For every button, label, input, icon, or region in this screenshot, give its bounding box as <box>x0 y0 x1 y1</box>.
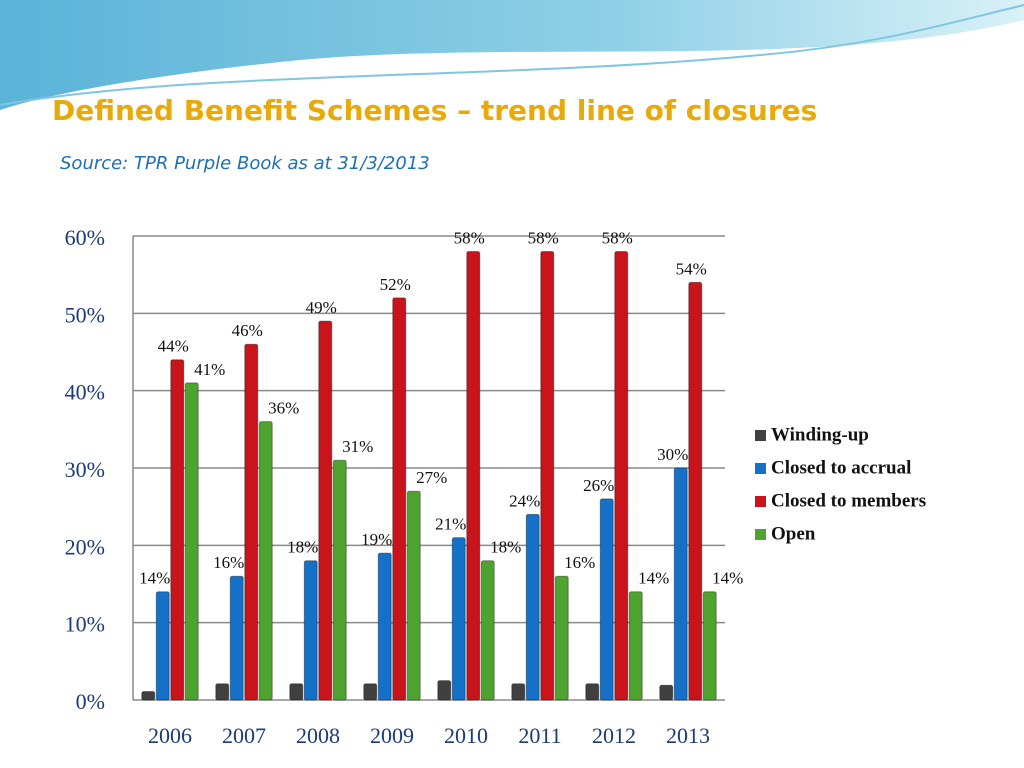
data-label: 46% <box>232 321 263 340</box>
y-tick-label: 10% <box>65 612 105 637</box>
data-label: 19% <box>361 530 392 549</box>
x-tick-label: 2010 <box>444 723 488 748</box>
bar <box>141 690 156 701</box>
bar <box>170 359 185 701</box>
bar <box>702 591 717 701</box>
legend-swatch <box>755 430 766 441</box>
bar <box>377 552 392 701</box>
data-label: 58% <box>454 228 485 247</box>
data-label: 14% <box>139 569 170 588</box>
bar <box>406 490 421 701</box>
data-label: 21% <box>435 515 466 534</box>
y-tick-label: 40% <box>65 380 105 405</box>
bar <box>628 591 643 701</box>
bar <box>659 684 674 701</box>
legend-swatch <box>755 463 766 474</box>
x-tick-label: 2012 <box>592 723 636 748</box>
chart-title: Defined Benefit Schemes – trend line of … <box>52 94 817 127</box>
x-tick-label: 2006 <box>148 723 192 748</box>
data-label: 54% <box>676 259 707 278</box>
bar <box>540 250 555 701</box>
bar <box>688 281 703 701</box>
bar <box>525 513 540 701</box>
bar <box>466 250 481 701</box>
bar <box>215 683 230 701</box>
wave-line <box>0 4 1024 106</box>
x-tick-label: 2011 <box>518 723 561 748</box>
data-label: 18% <box>490 538 521 557</box>
data-label: 27% <box>416 468 447 487</box>
bar <box>451 537 466 701</box>
data-label: 58% <box>528 228 559 247</box>
bar <box>332 459 347 701</box>
x-tick-label: 2009 <box>370 723 414 748</box>
legend-swatch <box>755 529 766 540</box>
bar <box>585 683 600 701</box>
bar <box>673 467 688 701</box>
bar <box>289 683 304 701</box>
bar <box>244 343 259 701</box>
legend-label: Open <box>771 523 816 544</box>
bar <box>511 683 526 701</box>
chart-subtitle: Source: TPR Purple Book as at 31/3/2013 <box>60 153 430 174</box>
legend-label: Winding-up <box>771 424 869 445</box>
data-label: 30% <box>657 445 688 464</box>
x-tick-label: 2007 <box>222 723 266 748</box>
plot: 0% 10% 20% 30% 40% 50% 60% 2006 14% 44% 41% 2007 16%… <box>65 225 926 748</box>
y-tick-label: 30% <box>65 457 105 482</box>
data-label: 24% <box>509 491 540 510</box>
data-label: 41% <box>194 360 225 379</box>
data-label: 58% <box>602 228 633 247</box>
data-label: 18% <box>287 538 318 557</box>
data-label: 14% <box>712 569 743 588</box>
bar <box>155 591 170 701</box>
bar <box>229 575 244 701</box>
header-wave <box>0 0 1024 110</box>
y-tick-label: 20% <box>65 534 105 559</box>
data-label: 44% <box>158 337 189 356</box>
data-label: 16% <box>213 553 244 572</box>
y-tick-label: 60% <box>65 225 105 250</box>
data-label: 26% <box>583 476 614 495</box>
bar <box>258 421 273 701</box>
legend-swatch <box>755 496 766 507</box>
bar <box>184 382 199 701</box>
x-tick-label: 2013 <box>666 723 710 748</box>
data-label: 49% <box>306 298 337 317</box>
bar <box>614 250 629 701</box>
bar <box>554 575 569 701</box>
y-tick-label: 50% <box>65 302 105 327</box>
legend-label: Closed to accrual <box>771 457 911 478</box>
bar <box>318 320 333 701</box>
bar <box>437 680 452 701</box>
data-label: 31% <box>342 437 373 456</box>
x-tick-label: 2008 <box>296 723 340 748</box>
data-label: 36% <box>268 399 299 418</box>
legend-label: Closed to members <box>771 490 926 511</box>
bar <box>599 498 614 701</box>
data-label: 14% <box>638 569 669 588</box>
data-label: 52% <box>380 275 411 294</box>
bar <box>480 560 495 701</box>
bar <box>363 683 378 701</box>
bar <box>303 560 318 701</box>
bar <box>392 297 407 701</box>
data-label: 16% <box>564 553 595 572</box>
y-tick-label: 0% <box>76 689 105 714</box>
